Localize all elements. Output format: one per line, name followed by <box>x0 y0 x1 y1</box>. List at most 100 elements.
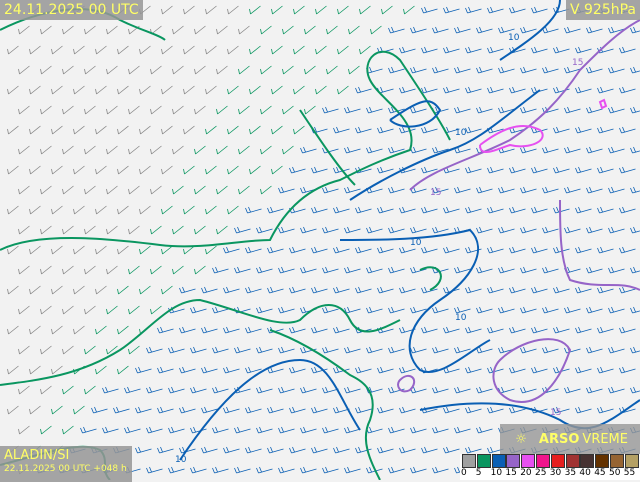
wind-barb <box>8 206 19 214</box>
wind-barb <box>41 226 52 234</box>
wind-barb <box>305 26 316 34</box>
wind-barb <box>224 287 240 293</box>
wind-barb <box>8 406 19 414</box>
wind-barb <box>151 266 162 274</box>
wind-barb <box>488 247 504 253</box>
wind-barb <box>576 367 592 373</box>
wind-barb <box>151 106 162 114</box>
wind-barb <box>85 386 96 394</box>
wind-barb <box>63 26 74 34</box>
wind-barb <box>235 267 251 273</box>
wind-barb <box>250 46 261 54</box>
wind-barb <box>422 127 438 133</box>
wind-barb <box>576 407 592 413</box>
wind-barb <box>477 227 493 233</box>
wind-barb <box>63 386 74 394</box>
wind-barb <box>41 26 52 34</box>
wind-barb <box>213 347 229 353</box>
wind-barb <box>411 147 427 153</box>
wind-barb <box>371 26 382 34</box>
wind-barb <box>30 326 41 334</box>
wind-barb <box>327 26 338 34</box>
wind-barb <box>140 46 151 54</box>
wind-barb <box>85 66 96 74</box>
wind-barb <box>129 66 140 74</box>
wind-barb <box>217 66 228 74</box>
wind-barb <box>118 206 129 214</box>
wind-barb <box>191 387 207 393</box>
wind-barb <box>41 426 52 434</box>
wind-barb <box>631 387 640 393</box>
wind-barb <box>224 247 240 253</box>
wind-barb <box>118 86 129 94</box>
wind-barb <box>8 46 19 54</box>
wind-barb <box>239 186 250 194</box>
wind-barb <box>290 407 306 413</box>
brand-light: VREME <box>582 432 628 447</box>
wind-barb <box>151 66 162 74</box>
wind-barb <box>554 287 570 293</box>
wind-barb <box>162 206 173 214</box>
wind-barb <box>444 7 460 13</box>
wind-barb <box>499 307 515 313</box>
legend-swatch <box>521 454 535 468</box>
wind-barb <box>554 127 570 133</box>
wind-barb <box>63 106 74 114</box>
wind-barb <box>334 207 350 213</box>
wind-barb <box>228 86 239 94</box>
wind-barb <box>290 247 306 253</box>
wind-barb <box>158 367 174 373</box>
legend-tick: 55 <box>624 468 635 478</box>
wind-barb <box>158 327 174 333</box>
wind-barb <box>609 267 625 273</box>
wind-barb <box>433 387 449 393</box>
wind-barb <box>30 246 41 254</box>
wind-barb <box>235 347 251 353</box>
wind-barb <box>213 387 229 393</box>
wind-barb <box>202 447 218 453</box>
wind-barb <box>466 327 482 333</box>
wind-barb <box>162 6 173 14</box>
wind-barb <box>367 67 383 73</box>
wind-barb <box>356 247 372 253</box>
wind-barb <box>224 327 240 333</box>
wind-barb <box>312 327 328 333</box>
wind-barb <box>305 106 316 114</box>
wind-barb <box>213 427 229 433</box>
wind-barb <box>422 447 438 453</box>
wind-barb <box>96 326 107 334</box>
wind-barb <box>338 46 349 54</box>
wind-barb <box>103 387 119 393</box>
wind-barb <box>620 167 636 173</box>
wind-barb <box>543 307 559 313</box>
wind-barb <box>96 46 107 54</box>
wind-barb <box>444 447 460 453</box>
wind-barb <box>499 187 515 193</box>
wind-barb <box>455 267 471 273</box>
wind-barb <box>345 347 361 353</box>
wind-barb <box>345 187 361 193</box>
wind-barb <box>609 107 625 113</box>
wind-barb <box>239 106 250 114</box>
wind-barb <box>136 407 152 413</box>
wind-barb <box>598 207 614 213</box>
wind-barb <box>323 467 339 473</box>
wind-barb <box>389 307 405 313</box>
wind-barb <box>19 266 30 274</box>
wind-barb <box>195 66 206 74</box>
wind-barb <box>96 246 107 254</box>
wind-barb <box>338 6 349 14</box>
wind-barb <box>114 407 130 413</box>
wind-barb <box>334 287 350 293</box>
legend-tick: 25 <box>535 468 546 478</box>
wind-barb <box>444 247 460 253</box>
model-info: ALADIN/SI 22.11.2025 00 UTC +048 h <box>0 446 132 482</box>
wind-barb <box>587 107 603 113</box>
wind-barb <box>587 307 603 313</box>
wind-barb <box>477 387 493 393</box>
wind-barb <box>85 266 96 274</box>
legend-swatch <box>492 454 506 468</box>
wind-barb <box>85 306 96 314</box>
wind-barb <box>411 347 427 353</box>
wind-barb <box>52 206 63 214</box>
